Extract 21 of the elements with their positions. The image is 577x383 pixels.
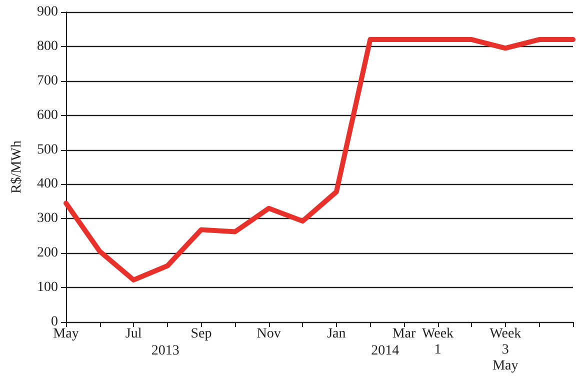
- y-tick-label: 100: [37, 280, 58, 296]
- y-tick-label: 700: [37, 73, 58, 88]
- y-axis-title: R$/MWh: [10, 140, 24, 194]
- y-tick-label: 900: [37, 4, 58, 20]
- y-tick-label: 200: [37, 246, 58, 261]
- x-tick-label: Week 1: [422, 326, 454, 358]
- y-tick-label: 300: [37, 211, 58, 226]
- y-tick-label: 600: [37, 108, 58, 123]
- x-tick-label: Mar: [392, 326, 416, 342]
- text: 2013: [151, 344, 180, 358]
- y-tick-label: 0: [51, 314, 58, 330]
- text: 2014: [371, 344, 400, 358]
- y-tick-label: 800: [37, 38, 58, 54]
- x-tick-label: Nov: [256, 326, 281, 342]
- x-tick-label: Jan: [327, 326, 346, 342]
- x-tick-label: May: [53, 326, 79, 342]
- x-tick-label: Jul: [125, 326, 142, 342]
- x-tick-label: Sep: [190, 326, 212, 342]
- y-tick-label: 500: [37, 142, 58, 158]
- x-tick-label: Week 3 May: [490, 326, 522, 374]
- y-tick-label: 400: [37, 176, 58, 192]
